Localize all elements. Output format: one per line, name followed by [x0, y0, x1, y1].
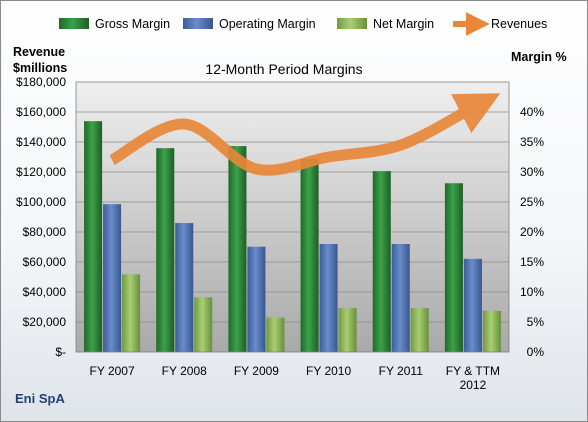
left-tick-label: $140,000 — [16, 135, 66, 149]
bar-gross-margin — [444, 183, 463, 352]
x-axis-ticks: FY 2007 FY 2008 FY 2009 FY 2010 FY 2011 FY & … — [90, 364, 501, 392]
x-tick-label: FY & TTM — [446, 364, 500, 378]
left-tick-label: $20,000 — [23, 315, 67, 329]
right-tick-label: 40% — [520, 105, 544, 119]
legend-swatch-operating-margin — [183, 18, 213, 29]
left-tick-label: $120,000 — [16, 165, 66, 179]
left-tick-label: $40,000 — [23, 285, 67, 299]
revenue-line — [109, 93, 501, 176]
left-tick-label: $- — [55, 345, 66, 359]
left-tick-label: $60,000 — [23, 255, 67, 269]
right-tick-label: 35% — [520, 135, 544, 149]
plot-border — [75, 81, 510, 353]
bar-net-margin — [266, 317, 285, 352]
x-tick-label: FY 2007 — [90, 364, 135, 378]
x-tick-label: FY 2010 — [306, 364, 351, 378]
left-axis-title-line1: Revenue — [13, 45, 65, 59]
bar-net-margin — [194, 297, 213, 352]
right-axis-ticks: 0% 5% 10% 15% 20% 25% 30% 35% 40% — [520, 105, 544, 359]
bar-net-margin — [410, 308, 429, 352]
legend-item-operating-margin[interactable]: Operating Margin — [183, 17, 316, 31]
bar-gross-margin — [228, 146, 247, 352]
right-tick-label: 30% — [520, 165, 544, 179]
bar-gross-margin — [84, 121, 103, 353]
legend-label-operating-margin: Operating Margin — [219, 17, 316, 31]
legend-label-revenues: Revenues — [491, 17, 547, 31]
x-tick-label: FY 2011 — [379, 364, 424, 378]
bar-gross-margin — [372, 171, 391, 352]
legend-swatch-gross-margin — [59, 18, 89, 29]
bar-gross-margin — [300, 158, 319, 352]
legend-label-gross-margin: Gross Margin — [95, 17, 170, 31]
bar-operating-margin — [175, 223, 194, 352]
left-tick-label: $100,000 — [16, 195, 66, 209]
bar-operating-margin — [391, 244, 410, 352]
left-axis-title-line2: $millions — [13, 61, 67, 75]
bar-gross-margin — [156, 148, 175, 352]
left-tick-label: $180,000 — [16, 75, 66, 89]
right-axis-title: Margin % — [511, 50, 567, 64]
bar-operating-margin — [247, 246, 266, 352]
legend-label-net-margin: Net Margin — [373, 17, 434, 31]
right-tick-label: 0% — [527, 345, 545, 359]
legend: Gross Margin Operating Margin Net Margin… — [59, 12, 547, 36]
legend-item-revenues[interactable]: Revenues — [453, 12, 547, 36]
bar-operating-margin — [463, 258, 482, 352]
right-tick-label: 25% — [520, 195, 544, 209]
chart-title: 12-Month Period Margins — [205, 61, 362, 77]
right-tick-label: 15% — [520, 255, 544, 269]
bar-net-margin — [338, 308, 357, 352]
legend-item-net-margin[interactable]: Net Margin — [337, 17, 434, 31]
right-tick-label: 20% — [520, 225, 544, 239]
x-tick-label: 2012 — [460, 378, 487, 392]
right-tick-label: 5% — [527, 315, 545, 329]
revenue-curve — [109, 93, 501, 176]
x-tick-label: FY 2009 — [234, 364, 279, 378]
right-tick-label: 10% — [520, 285, 544, 299]
company-name: Eni SpA — [15, 391, 65, 406]
x-tick-label: FY 2008 — [162, 364, 207, 378]
legend-swatch-net-margin — [337, 18, 367, 29]
legend-item-gross-margin[interactable]: Gross Margin — [59, 17, 170, 31]
bar-net-margin — [482, 310, 501, 352]
bar-net-margin — [122, 274, 141, 352]
bars — [84, 121, 501, 353]
bar-operating-margin — [319, 244, 338, 352]
left-tick-label: $80,000 — [23, 225, 67, 239]
bar-operating-margin — [103, 204, 122, 352]
left-axis-ticks: $- $20,000 $40,000 $60,000 $80,000 $100,000 $1… — [16, 75, 66, 359]
left-tick-label: $160,000 — [16, 105, 66, 119]
